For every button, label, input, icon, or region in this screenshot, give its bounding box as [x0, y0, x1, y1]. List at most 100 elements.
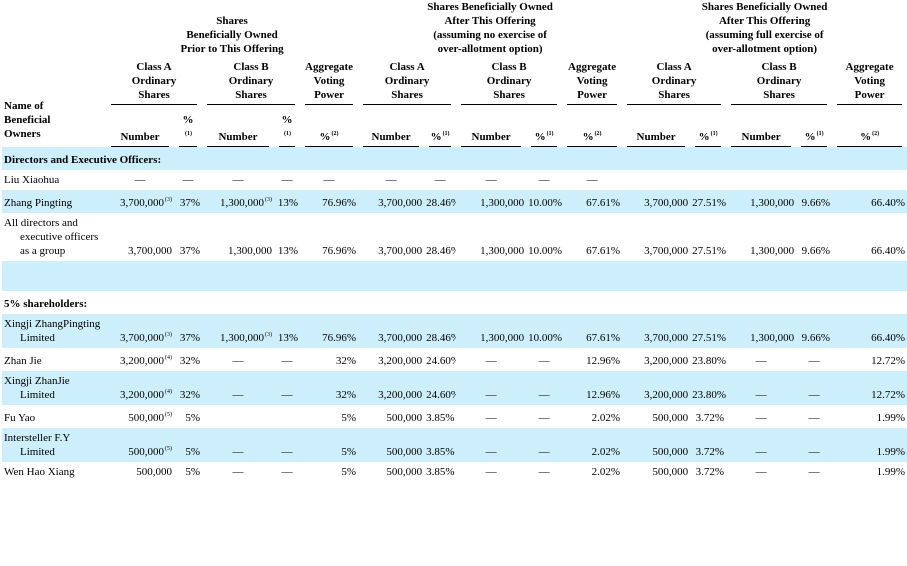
cell-value: 3.72% [695, 412, 725, 424]
header-line: Shares Beneficially Owned [701, 1, 828, 13]
header-line: Power [577, 89, 608, 101]
header-line: Ordinary [651, 75, 697, 87]
cell-value: — [755, 389, 767, 401]
table-row: Wen Hao Xiang 500,000 5% — —5% 500,000 3.85% — —… [2, 462, 907, 482]
cell-value: 1,300,000 [750, 332, 795, 344]
cell-value: 3,700,000 [378, 197, 423, 209]
subheader-text: Number [120, 131, 160, 143]
cell: 27.51% [690, 213, 726, 261]
cell: 500,000 [358, 405, 424, 428]
cell-value: 32% [179, 389, 200, 401]
cell: — [726, 405, 796, 428]
cell-value: 500,000 [136, 466, 172, 478]
subheader-label: %(1) [279, 113, 295, 147]
subheader: % (1) [174, 105, 202, 147]
cell-value: 23.80% [692, 355, 726, 367]
footnote-ref: (4) [165, 355, 172, 361]
cell: 9.66% [796, 314, 832, 348]
column-label: Aggregate Voting Power [305, 60, 354, 105]
header-line: Shares [763, 89, 795, 101]
cell [274, 405, 300, 428]
cell: 76.96% [300, 190, 358, 213]
subheader: Number [456, 105, 526, 147]
cell-value: 9.66% [801, 197, 831, 209]
cell-value: 5% [185, 466, 200, 478]
owner-name: Directors and Executive Officers: [4, 154, 162, 166]
header-line: Shares [216, 15, 248, 27]
cell-value: 37% [179, 245, 200, 257]
cell-value: — [538, 446, 550, 458]
header-line: After This Offering [718, 15, 811, 27]
cell: — [202, 170, 274, 190]
cell: 3,200,000 [622, 348, 690, 371]
cell [796, 170, 832, 190]
group-header: Shares Beneficially Owned After This Offe… [622, 0, 907, 60]
cell: 76.96% [300, 314, 358, 348]
footnote-ref: (3) [265, 332, 272, 338]
cell: 1,300,000(3) [202, 314, 274, 348]
cell-value: — [485, 389, 497, 401]
header-line: Aggregate [845, 61, 894, 73]
column-label: Class A Ordinary Shares [363, 60, 452, 105]
cell: — [726, 348, 796, 371]
header-line: over-allotment option) [437, 43, 543, 55]
cell-value: 37% [179, 332, 200, 344]
cell: — [526, 371, 562, 405]
subheader-text: % [582, 131, 594, 143]
header-line: Shares Beneficially Owned [427, 1, 553, 13]
cell: 3,700,000(3) [106, 314, 174, 348]
cell-value: — [538, 466, 550, 478]
cell: 3,700,000 [622, 213, 690, 261]
cell-value: 27.51% [692, 245, 726, 257]
cell: 24.60% [424, 371, 456, 405]
cell-value: 1,300,000 [750, 197, 795, 209]
owner-name: Wen Hao Xiang [4, 466, 75, 478]
cell-value: 1,300,000 [220, 332, 264, 344]
cell-value: — [755, 446, 767, 458]
cell-value: 13% [277, 245, 298, 257]
cell-value: 3,200,000 [378, 389, 423, 401]
cell: — [202, 371, 274, 405]
column-header: Aggregate Voting Power [562, 60, 622, 105]
cell-value: 500,000 [128, 446, 164, 458]
cell-value: — [232, 389, 244, 401]
header-line: Class A [389, 61, 425, 73]
cell-value: — [182, 174, 194, 186]
cell-value: 3,700,000 [644, 197, 689, 209]
table-row [2, 261, 907, 291]
cell-value: 12.96% [586, 355, 621, 367]
table-body: Directors and Executive Officers: Liu Xia… [2, 147, 907, 482]
subheader-label: %(2) [567, 127, 618, 147]
cell-value: 3.85% [426, 466, 455, 478]
group-title: Shares Beneficially Owned Prior to This Of… [108, 14, 356, 60]
cell-value: 2.02% [591, 412, 621, 424]
cell-value: 10.00% [528, 197, 562, 209]
cell-value: 1,300,000 [480, 197, 525, 209]
cell: 3.85% [424, 428, 456, 462]
cell: 3,200,000 [622, 371, 690, 405]
header-line: Shares [138, 89, 170, 101]
header-line: Power [314, 89, 344, 101]
cell: — [202, 428, 274, 462]
subheader: %(2) [832, 105, 907, 147]
cell-value: — [385, 174, 397, 186]
cell-value: — [538, 412, 550, 424]
column-header: Class B Ordinary Shares [726, 60, 832, 105]
cell: — [726, 428, 796, 462]
cell: 3,200,000(4) [106, 371, 174, 405]
cell: — [796, 371, 832, 405]
column-label: Class A Ordinary Shares [111, 60, 197, 105]
cell: — [358, 170, 424, 190]
group-header: Shares Beneficially Owned After This Offe… [358, 0, 622, 60]
cell: 66.40% [832, 213, 907, 261]
cell-value: 27.51% [692, 197, 726, 209]
header-line: over-allotment option) [712, 43, 818, 55]
header-line: Owners [4, 128, 41, 140]
subheader-text: % [182, 114, 194, 126]
cell-value: — [281, 389, 293, 401]
owner-name: 5% shareholders: [4, 298, 88, 310]
subheader-text: % [804, 131, 816, 143]
cell-value: 27.51% [692, 332, 726, 344]
cell: 12.96% [562, 371, 622, 405]
subheader-label: %(1) [531, 127, 558, 147]
